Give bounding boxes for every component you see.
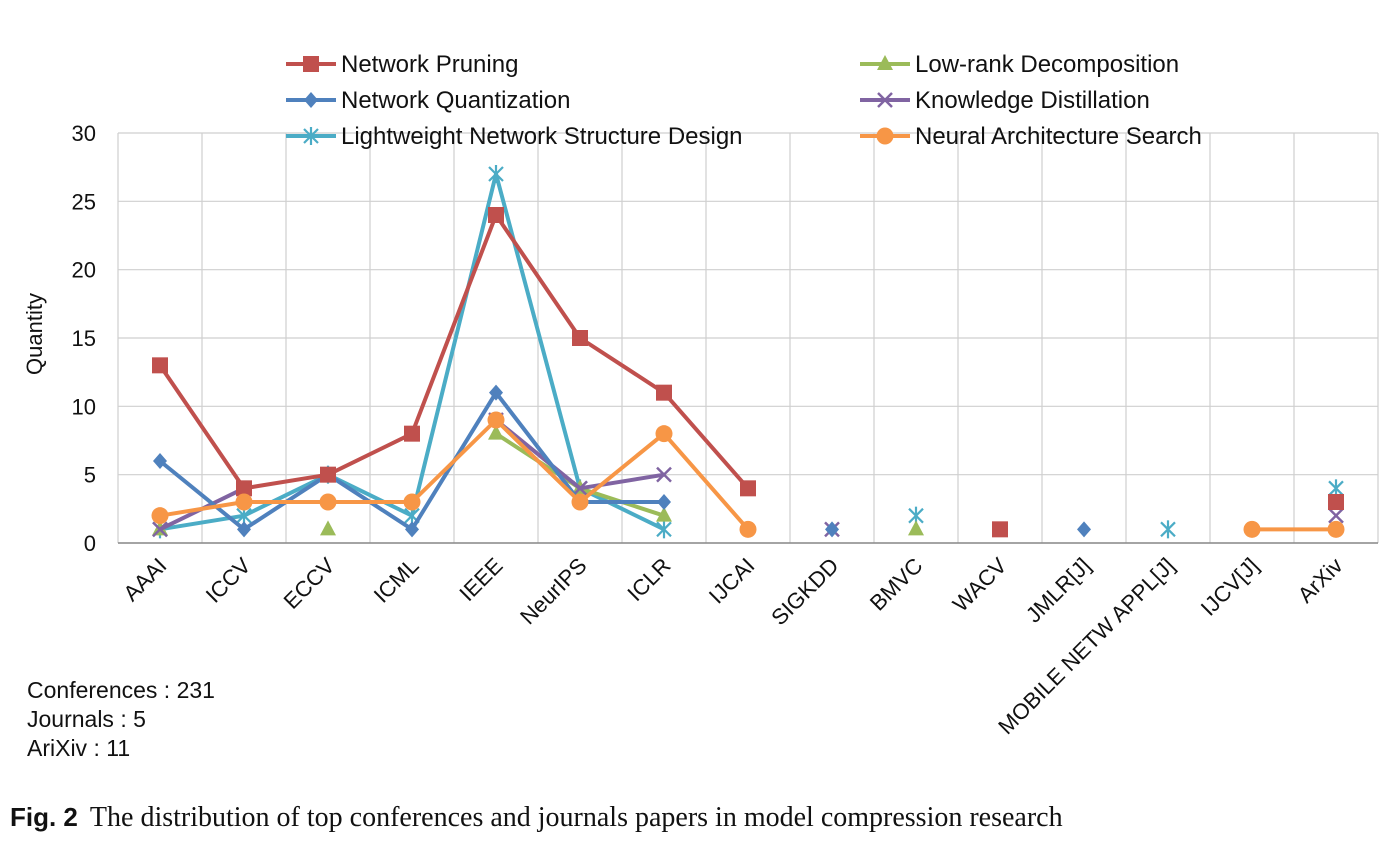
data-point-diamond <box>153 453 167 469</box>
x-tick-label: BMVC <box>865 553 928 616</box>
data-point-circle <box>1243 520 1261 538</box>
data-point-circle <box>487 411 505 429</box>
data-point-square <box>152 357 168 374</box>
y-tick-label: 5 <box>84 463 96 488</box>
series-group <box>151 165 1345 539</box>
data-point-diamond <box>1077 521 1091 538</box>
arxiv-count: AriXiv : 11 <box>27 735 131 761</box>
data-point-asterisk <box>303 127 319 145</box>
data-point-circle <box>571 493 589 511</box>
data-point-x <box>656 466 672 483</box>
data-point-circle <box>1327 520 1345 538</box>
x-tick-label: MOBILE NETW APPL[J] <box>993 553 1179 739</box>
data-point-triangle <box>488 424 504 440</box>
data-point-triangle <box>908 520 924 536</box>
data-point-diamond <box>405 521 419 538</box>
x-tick-label: JMLR[J] <box>1021 553 1096 628</box>
data-point-square <box>740 480 756 497</box>
legend-item: Low-rank Decomposition <box>860 51 1179 78</box>
x-tick-label: SIGKDD <box>766 553 843 630</box>
data-point-diamond <box>825 521 839 538</box>
x-tick-label: IJCV[J] <box>1196 553 1264 621</box>
data-point-square <box>320 466 336 483</box>
legend-label: Low-rank Decomposition <box>915 51 1179 78</box>
figure-caption: Fig. 2 The distribution of top conference… <box>10 802 1063 834</box>
x-tick-label: ICCV <box>201 553 256 608</box>
x-tick-label: IEEE <box>454 553 507 606</box>
x-tick-label: ICLR <box>622 553 675 606</box>
data-point-asterisk <box>1160 520 1176 539</box>
series-line <box>159 418 750 531</box>
data-point-asterisk <box>656 520 672 539</box>
legend-label: Lightweight Network Structure Design <box>341 123 743 150</box>
y-tick-label: 10 <box>72 394 96 419</box>
conferences-count: Conferences : 231 <box>27 677 215 703</box>
x-tick-labels: AAAI ICCV ECCV ICML IEEE NeurIPS ICLR IJCAI SIGK… <box>118 553 1347 739</box>
legend-label: Network Pruning <box>341 51 518 78</box>
data-point-circle <box>876 127 894 145</box>
legend-label: Neural Architecture Search <box>915 123 1202 150</box>
data-point-square <box>992 521 1008 538</box>
data-point-x <box>877 92 893 108</box>
data-point-square <box>404 425 420 442</box>
data-point-triangle <box>320 520 336 536</box>
data-point-circle <box>655 425 673 443</box>
x-tick-label: IJCAI <box>704 553 760 609</box>
x-tick-label: NeurIPS <box>515 553 591 629</box>
data-point-square <box>656 384 672 401</box>
legend-item: Network Quantization <box>286 87 570 114</box>
data-point-triangle <box>656 506 672 522</box>
data-point-x <box>1328 507 1344 524</box>
journals-count: Journals : 5 <box>27 706 146 732</box>
data-point-triangle <box>877 55 893 70</box>
series-network-pruning <box>152 207 1344 538</box>
legend-label: Knowledge Distillation <box>915 87 1150 114</box>
data-point-square <box>1328 494 1344 510</box>
data-point-diamond <box>304 92 318 108</box>
x-tick-label: AAAI <box>118 553 171 606</box>
data-point-diamond <box>489 384 503 401</box>
y-tick-labels: 0 5 10 15 20 25 30 <box>72 121 96 556</box>
y-tick-label: 25 <box>72 189 96 214</box>
data-point-diamond <box>657 494 671 510</box>
legend: Network Pruning Low-rank Decomposition Net… <box>286 51 1202 150</box>
x-tick-label: ArXiv <box>1293 553 1348 608</box>
series-neural-architecture-search <box>151 411 1345 538</box>
y-tick-label: 0 <box>84 531 96 556</box>
series-line <box>158 213 750 491</box>
publication-stats: Conferences : 231 Journals : 5 AriXiv : … <box>27 676 215 763</box>
data-point-circle <box>403 493 421 511</box>
data-point-square <box>488 207 504 223</box>
y-axis-title: Quantity <box>22 293 47 375</box>
caption-text: The distribution of top conferences and … <box>89 802 1063 833</box>
data-point-circle <box>151 507 169 525</box>
data-point-circle <box>739 520 757 538</box>
legend-label: Network Quantization <box>341 87 570 114</box>
y-tick-label: 20 <box>72 258 96 283</box>
y-tick-label: 15 <box>72 326 96 351</box>
data-point-circle <box>235 493 253 511</box>
legend-item: Lightweight Network Structure Design <box>286 123 743 150</box>
data-point-diamond <box>237 521 251 538</box>
x-tick-label: WACV <box>948 553 1012 617</box>
data-point-x <box>152 521 168 538</box>
data-point-square <box>303 56 319 72</box>
data-point-circle <box>319 493 337 511</box>
data-point-asterisk <box>488 165 504 183</box>
data-point-square <box>236 480 252 497</box>
y-tick-label: 30 <box>72 121 96 146</box>
figure-label: Fig. 2 <box>10 802 78 832</box>
legend-item: Knowledge Distillation <box>860 87 1150 114</box>
legend-item: Network Pruning <box>286 51 518 78</box>
legend-item: Neural Architecture Search <box>860 123 1202 150</box>
x-tick-label: ICML <box>369 553 424 608</box>
data-point-square <box>572 330 588 346</box>
x-tick-label: ECCV <box>279 553 340 614</box>
